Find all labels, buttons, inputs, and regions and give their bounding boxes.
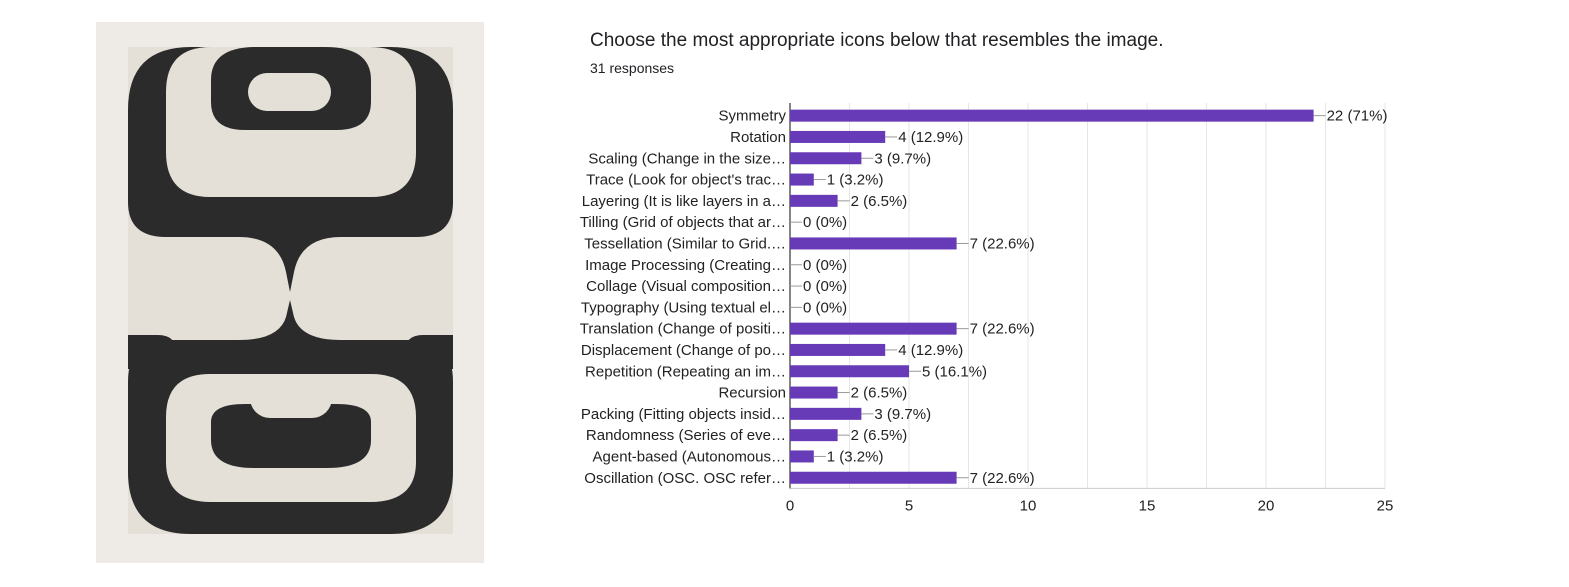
chart-category-labels: Symmetry Rotation Scaling (Change in the s… <box>580 108 787 487</box>
bar <box>790 109 1314 122</box>
category-label: Scaling (Change in the size… <box>588 150 786 167</box>
category-label: Tilling (Grid of objects that ar… <box>580 214 786 231</box>
category-label: Oscillation (OSC. OSC refer… <box>584 470 786 487</box>
bar <box>790 471 957 484</box>
x-tick-label: 10 <box>1020 497 1037 514</box>
category-label: Translation (Change of positi… <box>580 321 786 338</box>
artwork-pattern-bottom-inner-light <box>250 378 332 418</box>
category-label: Typography (Using textual el… <box>581 299 786 316</box>
value-label: 1 (3.2%) <box>827 448 884 465</box>
value-label: 2 (6.5%) <box>851 193 908 210</box>
value-label: 3 (9.7%) <box>874 406 931 423</box>
category-label: Packing (Fitting objects insid… <box>581 406 786 423</box>
category-label: Repetition (Repeating an im… <box>585 363 786 380</box>
category-label: Collage (Visual composition… <box>586 278 786 295</box>
artwork-image <box>96 22 484 563</box>
bar <box>790 365 909 378</box>
bar <box>790 237 957 250</box>
bar <box>790 322 957 335</box>
bar <box>790 450 814 463</box>
x-tick-label: 15 <box>1139 497 1156 514</box>
category-label: Rotation <box>730 129 786 146</box>
value-label: 7 (22.6%) <box>970 470 1035 487</box>
chart-gridlines <box>789 103 1386 489</box>
value-label: 0 (0%) <box>803 214 847 231</box>
chart-x-tick-labels: 0 5 10 15 20 25 <box>786 497 1394 514</box>
bar <box>790 152 862 165</box>
x-tick-label: 0 <box>786 497 794 514</box>
category-label: Layering (It is like layers in a… <box>582 193 786 210</box>
artwork-pattern-side-lobes <box>128 335 453 369</box>
bar-chart: Symmetry Rotation Scaling (Change in the s… <box>580 103 1394 514</box>
artwork-pattern-bottom-inner <box>211 404 371 468</box>
value-label: 4 (12.9%) <box>898 129 963 146</box>
value-label: 0 (0%) <box>803 299 847 316</box>
bar <box>790 173 814 186</box>
category-label: Tessellation (Similar to Grid.… <box>584 235 786 252</box>
category-label: Agent-based (Autonomous… <box>593 448 786 465</box>
x-tick-label: 20 <box>1258 497 1275 514</box>
x-tick-label: 5 <box>905 497 913 514</box>
question-title: Choose the most appropriate icons below … <box>590 30 1164 51</box>
bar <box>790 343 886 356</box>
chart-bars <box>790 109 1314 484</box>
value-label: 7 (22.6%) <box>970 321 1035 338</box>
category-label: Trace (Look for object's trac… <box>586 172 786 189</box>
value-label: 22 (71%) <box>1327 108 1388 125</box>
bar <box>790 429 838 442</box>
category-label: Image Processing (Creating… <box>585 257 786 274</box>
value-label: 5 (16.1%) <box>922 363 987 380</box>
bar <box>790 386 838 399</box>
category-label: Displacement (Change of po… <box>581 342 786 359</box>
bar <box>790 130 886 143</box>
category-label: Symmetry <box>719 108 787 125</box>
chart-value-labels: 22 (71%) 4 (12.9%) 3 (9.7%) 1 (3.2%) 2 (6.5%… <box>790 108 1387 487</box>
category-label: Randomness (Series of eve… <box>586 427 786 444</box>
artwork-pattern-inner-light <box>248 73 331 111</box>
value-label: 7 (22.6%) <box>970 235 1035 252</box>
value-label: 3 (9.7%) <box>874 150 931 167</box>
value-label: 4 (12.9%) <box>898 342 963 359</box>
bar <box>790 194 838 207</box>
x-tick-label: 25 <box>1377 497 1394 514</box>
value-label: 2 (6.5%) <box>851 427 908 444</box>
value-label: 2 (6.5%) <box>851 385 908 402</box>
value-label: 0 (0%) <box>803 278 847 295</box>
value-label: 0 (0%) <box>803 257 847 274</box>
bar <box>790 407 862 420</box>
response-count: 31 responses <box>590 60 675 76</box>
category-label: Recursion <box>718 385 786 402</box>
value-label: 1 (3.2%) <box>827 172 884 189</box>
